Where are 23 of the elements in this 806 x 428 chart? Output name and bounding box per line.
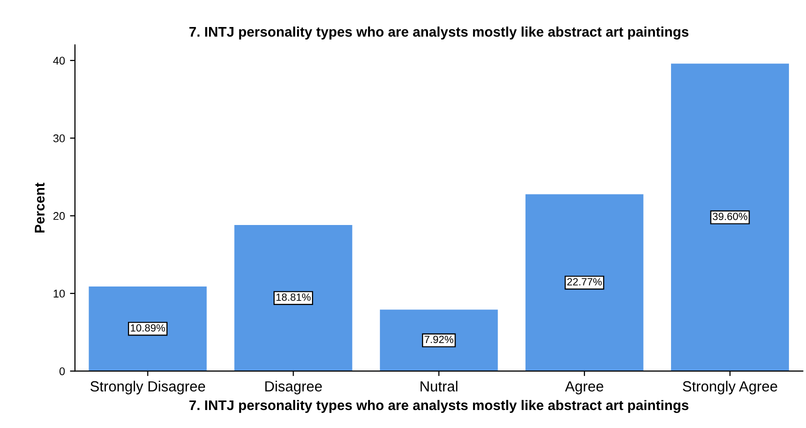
x-tick-label: Disagree [265,380,322,394]
y-axis-title: Percent [34,182,45,233]
y-tick-label: 10 [54,290,65,298]
bar [234,225,352,372]
x-tick-label: Strongly Agree [682,380,778,394]
data-label: 7.92% [424,336,454,344]
y-tick-label: 40 [53,56,65,65]
data-label: 39.60% [712,212,748,220]
x-tick-label: Nutral [420,380,458,392]
x-tick-label: Agree [565,381,604,394]
y-tick-label: 30 [53,134,65,142]
y-tick-label: 0 [59,367,65,376]
chart-title: 7. INTJ personality types who are analysts mostly like abstract art paintings [189,26,688,40]
bar [380,310,498,372]
bar [525,194,644,372]
bar [671,64,789,372]
x-tick-label: Strongly Disagree [90,380,206,394]
data-label: 18.81% [276,293,311,301]
bar [88,286,207,372]
y-tick-label: 20 [53,212,65,220]
data-label: 22.77% [567,278,602,286]
data-label: 10.89% [130,324,166,332]
x-axis-title: 7. INTJ personality types who are analysts mostly like abstract art paintings [189,400,688,413]
